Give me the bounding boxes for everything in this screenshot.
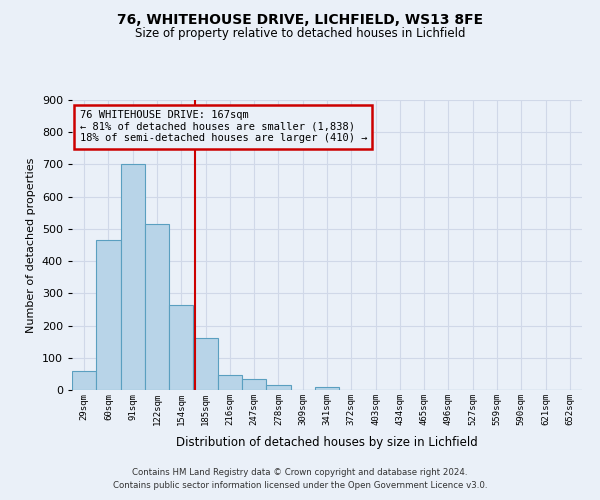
Y-axis label: Number of detached properties: Number of detached properties [26,158,36,332]
Bar [242,380,266,390]
Text: 76, WHITEHOUSE DRIVE, LICHFIELD, WS13 8FE: 76, WHITEHOUSE DRIVE, LICHFIELD, WS13 8F… [117,12,483,26]
Bar [96,240,121,390]
Bar [315,387,339,390]
Bar [266,386,290,390]
Bar [218,374,242,390]
Bar [193,338,218,390]
Bar [169,304,193,390]
Text: Size of property relative to detached houses in Lichfield: Size of property relative to detached ho… [135,28,465,40]
Text: Distribution of detached houses by size in Lichfield: Distribution of detached houses by size … [176,436,478,449]
Text: Contains public sector information licensed under the Open Government Licence v3: Contains public sector information licen… [113,482,487,490]
Bar [121,164,145,390]
Text: 76 WHITEHOUSE DRIVE: 167sqm
← 81% of detached houses are smaller (1,838)
18% of : 76 WHITEHOUSE DRIVE: 167sqm ← 81% of det… [80,110,367,144]
Bar [145,224,169,390]
Text: Contains HM Land Registry data © Crown copyright and database right 2024.: Contains HM Land Registry data © Crown c… [132,468,468,477]
Bar [72,370,96,390]
